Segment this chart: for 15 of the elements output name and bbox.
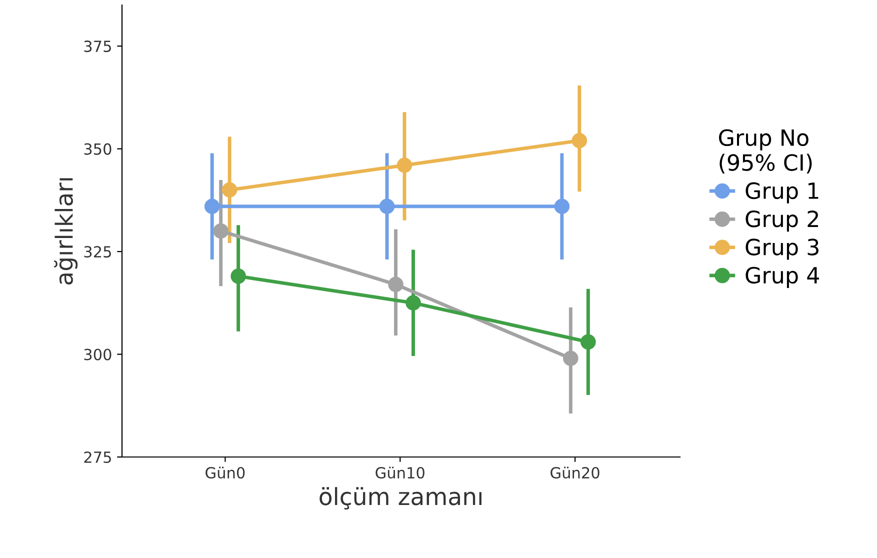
legend-label: Grup 4 — [746, 266, 819, 288]
y-tick-label: 350 — [84, 143, 112, 155]
x-tick-label: Gün10 — [376, 466, 424, 479]
y-tick-label: 275 — [84, 451, 111, 464]
legend-label: Grup 1 — [746, 182, 818, 204]
y-axis-title: ağırlıkları — [54, 178, 78, 284]
legend-label: Grup 3 — [746, 238, 818, 260]
x-tick-label: Gün20 — [550, 466, 600, 479]
y-tick-label: 325 — [84, 246, 111, 258]
x-axis-title: ölçüm zamanı — [320, 487, 482, 510]
legend-title: Grup No (95% CI) — [719, 129, 812, 174]
y-tick-label: 300 — [84, 348, 112, 360]
legend-label: Grup 2 — [746, 210, 818, 232]
x-tick-label: Gün0 — [206, 466, 245, 479]
y-tick-label: 375 — [84, 40, 111, 52]
